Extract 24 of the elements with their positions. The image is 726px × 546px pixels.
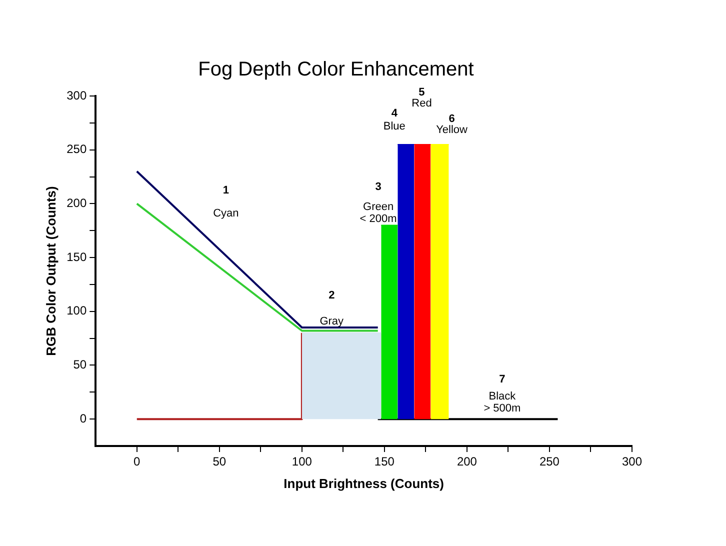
x-tick-label: 300	[622, 454, 642, 469]
text: 2 Gray	[320, 290, 344, 328]
y-tick-label: 50	[73, 358, 87, 372]
annotation: 3 Green < 200m	[360, 181, 397, 226]
annotation: 6 Yellow	[436, 112, 468, 136]
y-tick-label: 300	[66, 88, 87, 102]
y-tick-label: 0	[80, 411, 87, 426]
x-axis-title: Input Brightness (Counts)	[284, 476, 444, 491]
x-tick-label: 0	[134, 454, 141, 469]
y-tick-label: 200	[66, 196, 87, 210]
x-tick-label: 250	[539, 454, 560, 469]
x-tick-label: 100	[292, 454, 312, 469]
chart-title: Fog Depth Color Enhancement	[198, 58, 474, 81]
annotation: 7 Black > 500m	[484, 374, 521, 415]
y-tick-label: 150	[66, 250, 87, 264]
annotation: 1 Cyan	[213, 184, 239, 220]
y-tick-label: 100	[66, 304, 87, 318]
y-axis-title: RGB Color Output (Counts)	[43, 186, 58, 356]
x-tick-label: 200	[456, 454, 478, 469]
x-tick-label: 50	[212, 454, 226, 469]
x-tick-label: 150	[374, 454, 395, 469]
annotation: 5 Red	[412, 86, 432, 110]
annotation: 4 Blue	[383, 108, 406, 133]
y-tick-label: 250	[66, 142, 87, 156]
